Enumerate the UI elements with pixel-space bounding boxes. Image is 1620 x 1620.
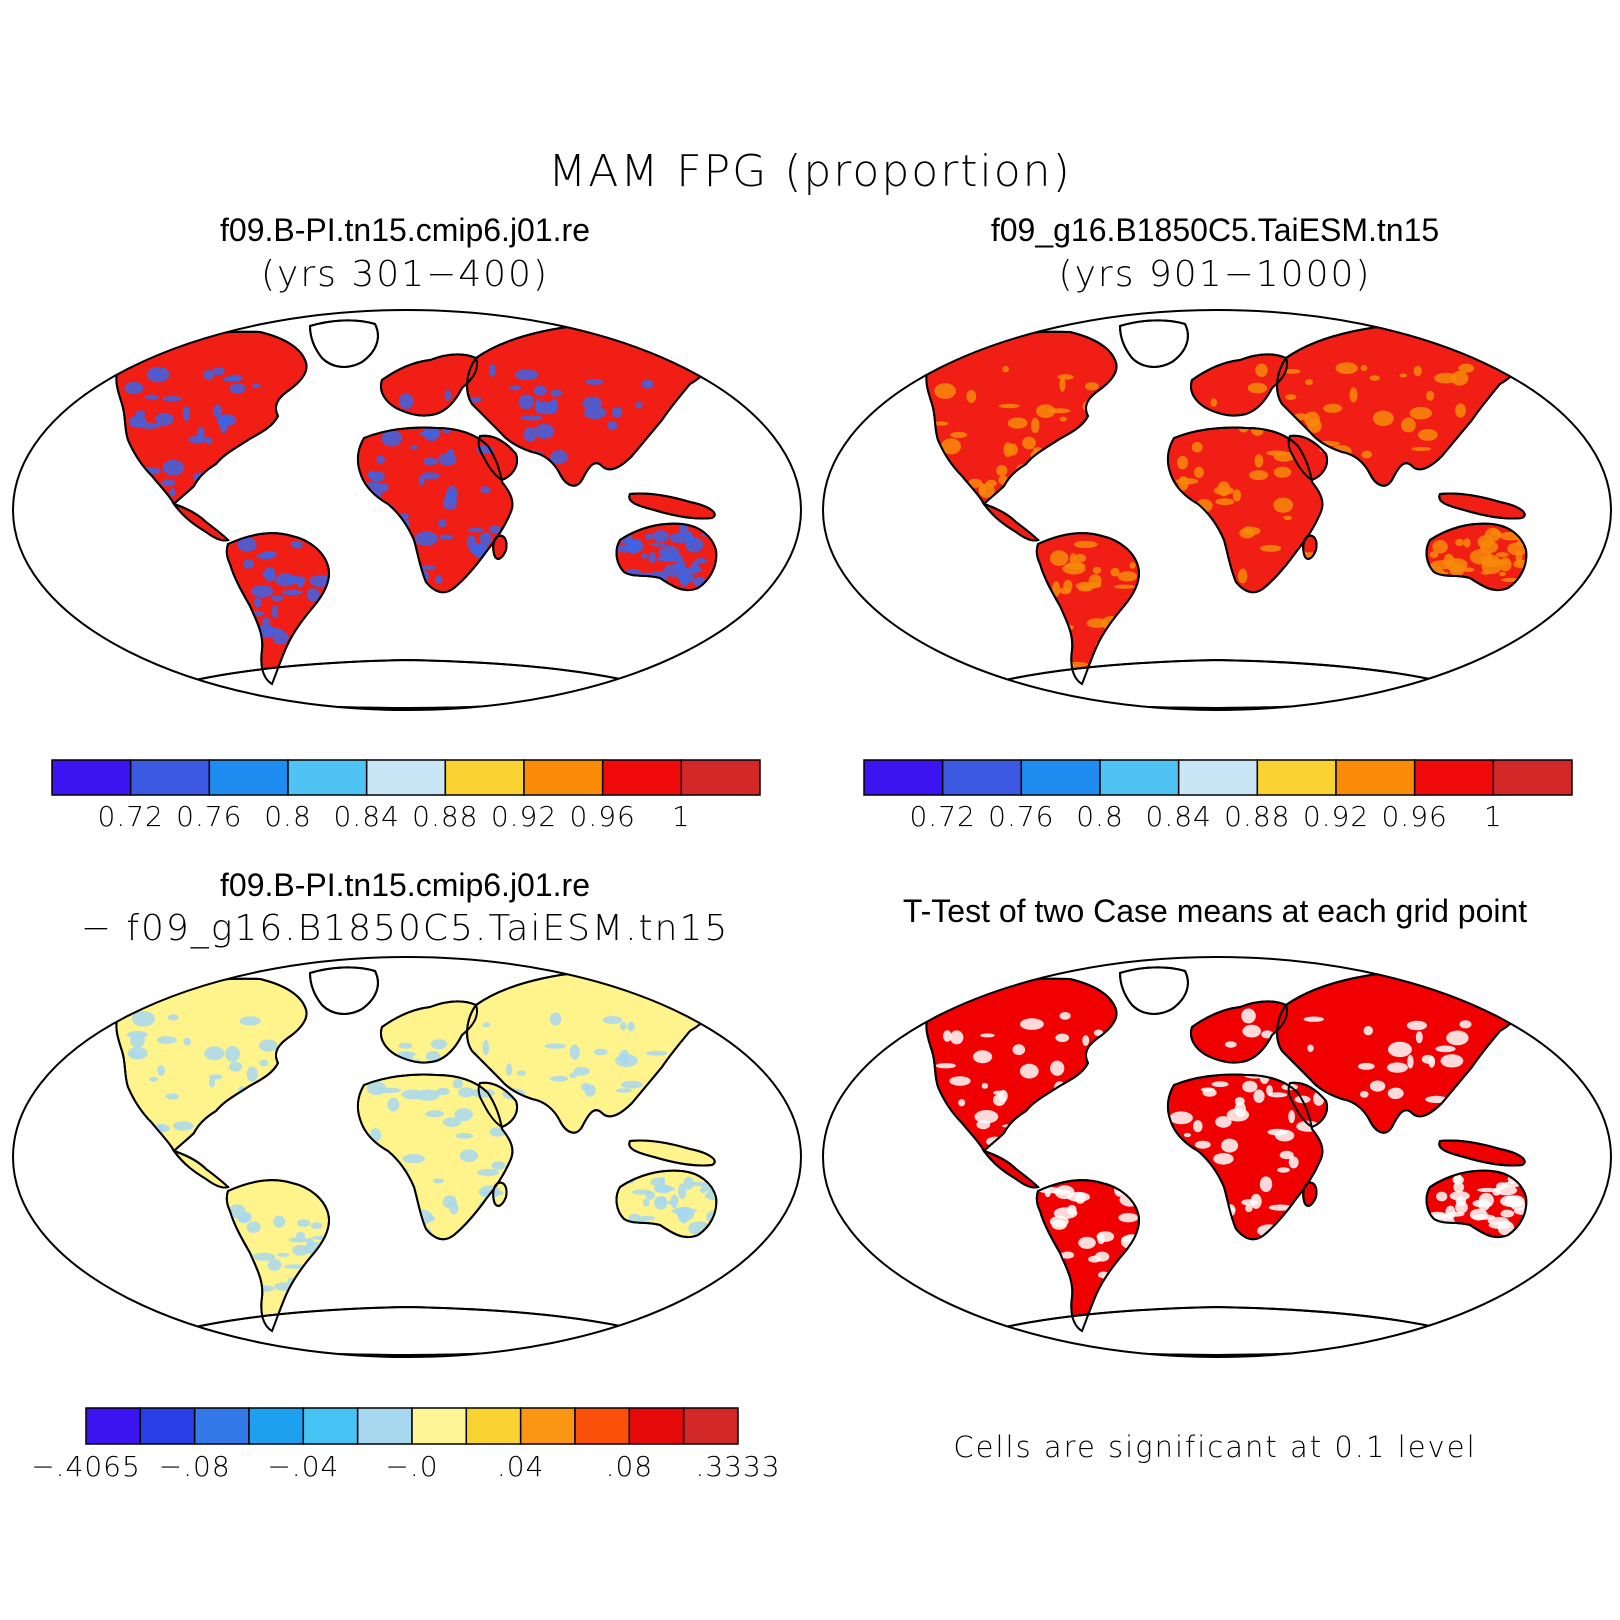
colorbar-tick-label: 0.84 xyxy=(1145,800,1212,833)
colorbar-swatch xyxy=(601,759,683,796)
colorbar-tick-label: 0.72 xyxy=(909,800,976,833)
map-panel-1 xyxy=(12,309,802,711)
map-border xyxy=(822,309,1612,711)
colorbar-swatch xyxy=(519,1407,576,1445)
colorbar-swatch xyxy=(1413,759,1495,796)
figure-title: MAM FPG (proportion) xyxy=(548,146,1072,197)
panel-3-title: f09.B-PI.tn15.cmip6.j01.re xyxy=(220,867,590,903)
colorbar-swatch xyxy=(51,759,132,796)
colorbar-swatch xyxy=(574,1407,631,1445)
colorbar-swatch xyxy=(411,1407,468,1445)
significance-note: Cells are significant at 0.1 level xyxy=(953,1430,1477,1464)
colorbar-tick-label: 1 xyxy=(1483,800,1503,833)
colorbar-swatch xyxy=(1177,759,1259,796)
colorbar-swatch xyxy=(193,1407,250,1445)
colorbar-swatch xyxy=(863,759,944,796)
panel-1-title: f09.B-PI.tn15.cmip6.j01.re xyxy=(220,212,590,248)
colorbar-tick-label: 0.8 xyxy=(264,800,312,833)
colorbar-swatch xyxy=(465,1407,522,1445)
panel-1-subtitle: (yrs 301−400) xyxy=(261,254,549,295)
map-panel-3 xyxy=(12,956,802,1358)
map-border xyxy=(822,956,1612,1358)
map-border xyxy=(12,309,802,711)
colorbar-swatch xyxy=(139,1407,196,1445)
colorbar-swatch xyxy=(523,759,604,796)
colorbar-tick-label: 0.8 xyxy=(1076,800,1124,833)
colorbar-panel-3 xyxy=(85,1407,739,1445)
colorbar-swatch xyxy=(356,1407,413,1445)
colorbar-tick-label: .3333 xyxy=(695,1450,781,1483)
colorbar-swatch xyxy=(85,1407,142,1445)
colorbar-tick-label: −.08 xyxy=(158,1450,231,1483)
map-panel-4 xyxy=(822,956,1612,1358)
colorbar-swatch xyxy=(1099,759,1180,796)
colorbar-tick-label: 0.72 xyxy=(97,800,164,833)
colorbar-swatch xyxy=(444,759,525,796)
colorbar-swatch xyxy=(1492,759,1573,796)
colorbar-swatch xyxy=(302,1407,359,1445)
colorbar-tick-label: 0.76 xyxy=(988,800,1055,833)
colorbar-swatch xyxy=(365,759,447,796)
colorbar-tick-label: 0.92 xyxy=(1302,800,1370,833)
panel-2-subtitle: (yrs 901−1000) xyxy=(1058,254,1372,295)
colorbar-swatch xyxy=(1256,759,1337,796)
colorbar-tick-label: 0.88 xyxy=(1224,800,1291,833)
colorbar-swatch xyxy=(680,759,761,796)
colorbar-tick-label: 0.96 xyxy=(1381,800,1448,833)
map-panel-2 xyxy=(822,309,1612,711)
panel-2-title: f09_g16.B1850C5.TaiESM.tn15 xyxy=(990,212,1440,248)
colorbar-tick-label: −.04 xyxy=(267,1450,340,1483)
colorbar-tick-label: 0.88 xyxy=(412,800,479,833)
colorbar-swatch xyxy=(1020,759,1101,796)
colorbar-tick-label: 1 xyxy=(671,800,691,833)
colorbar-swatch xyxy=(287,759,368,796)
colorbar-swatch xyxy=(682,1407,739,1445)
colorbar-swatch xyxy=(208,759,289,796)
colorbar-tick-label: .04 xyxy=(496,1450,545,1483)
panel-3-subtitle: − f09_g16.B1850C5.TaiESM.tn15 xyxy=(80,908,730,949)
colorbar-tick-label: 0.76 xyxy=(176,800,243,833)
colorbar-tick-label: 0.92 xyxy=(490,800,558,833)
colorbar-tick-label: −.0 xyxy=(385,1450,439,1483)
colorbar-swatch xyxy=(248,1407,305,1445)
colorbar-1-labels: 0.72 0.76 0.8 0.84 0.88 0.92 0.96 1 xyxy=(52,800,760,840)
colorbar-tick-label: .08 xyxy=(605,1450,654,1483)
colorbar-tick-label: −.4065 xyxy=(31,1450,141,1483)
colorbar-tick-label: 0.96 xyxy=(569,800,636,833)
colorbar-swatch xyxy=(941,759,1023,796)
colorbar-tick-label: 0.84 xyxy=(333,800,400,833)
colorbar-panel-1 xyxy=(51,759,761,796)
colorbar-swatch xyxy=(628,1407,685,1445)
map-border xyxy=(12,956,802,1358)
panel-4-title: T-Test of two Case means at each grid po… xyxy=(902,893,1528,929)
colorbar-swatch xyxy=(129,759,211,796)
colorbar-panel-2 xyxy=(863,759,1573,796)
colorbar-2-labels: 0.72 0.76 0.8 0.84 0.88 0.92 0.96 1 xyxy=(864,800,1572,840)
colorbar-3-labels: −.4065 −.08 −.04 −.0 .04 .08 .3333 xyxy=(31,1450,779,1490)
colorbar-swatch xyxy=(1335,759,1416,796)
